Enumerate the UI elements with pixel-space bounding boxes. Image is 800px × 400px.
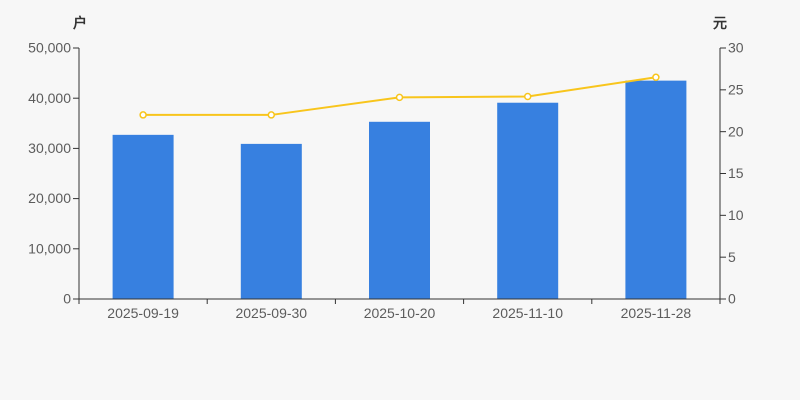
left-axis-tick-label: 50,000 bbox=[28, 40, 71, 56]
bar[interactable] bbox=[240, 143, 302, 299]
right-axis-tick-label: 20 bbox=[728, 123, 744, 139]
x-axis-tick-label: 2025-11-28 bbox=[621, 305, 692, 321]
right-axis-tick-label: 25 bbox=[728, 81, 744, 97]
line-point[interactable] bbox=[267, 111, 276, 119]
right-axis-unit-label: 元 bbox=[713, 15, 727, 31]
left-axis-unit-label: 户 bbox=[73, 15, 87, 31]
x-axis-tick-label: 2025-11-10 bbox=[492, 305, 563, 321]
bar[interactable] bbox=[625, 80, 687, 299]
left-axis-tick-label: 0 bbox=[63, 291, 71, 307]
line-point[interactable] bbox=[523, 92, 532, 101]
line-point[interactable] bbox=[652, 73, 660, 82]
left-axis-tick-label: 40,000 bbox=[28, 90, 71, 106]
bar[interactable] bbox=[112, 134, 174, 299]
left-axis-tick-label: 30,000 bbox=[28, 140, 71, 156]
right-axis-tick-label: 15 bbox=[728, 165, 744, 181]
left-axis-tick-label: 10,000 bbox=[28, 240, 71, 256]
bar[interactable] bbox=[497, 102, 559, 299]
right-axis-tick-label: 10 bbox=[728, 207, 744, 223]
bar[interactable] bbox=[369, 121, 430, 299]
left-axis-tick-label: 20,000 bbox=[28, 190, 71, 206]
x-axis-tick-label: 2025-09-30 bbox=[235, 305, 307, 321]
right-axis-tick-label: 0 bbox=[728, 291, 736, 307]
line-point[interactable] bbox=[139, 111, 147, 119]
right-axis-tick-label: 30 bbox=[728, 40, 744, 56]
x-axis-tick-label: 2025-10-20 bbox=[364, 305, 436, 321]
right-axis-tick-label: 5 bbox=[728, 249, 736, 265]
line-point[interactable] bbox=[395, 93, 404, 102]
x-axis-tick-label: 2025-09-19 bbox=[107, 305, 179, 321]
